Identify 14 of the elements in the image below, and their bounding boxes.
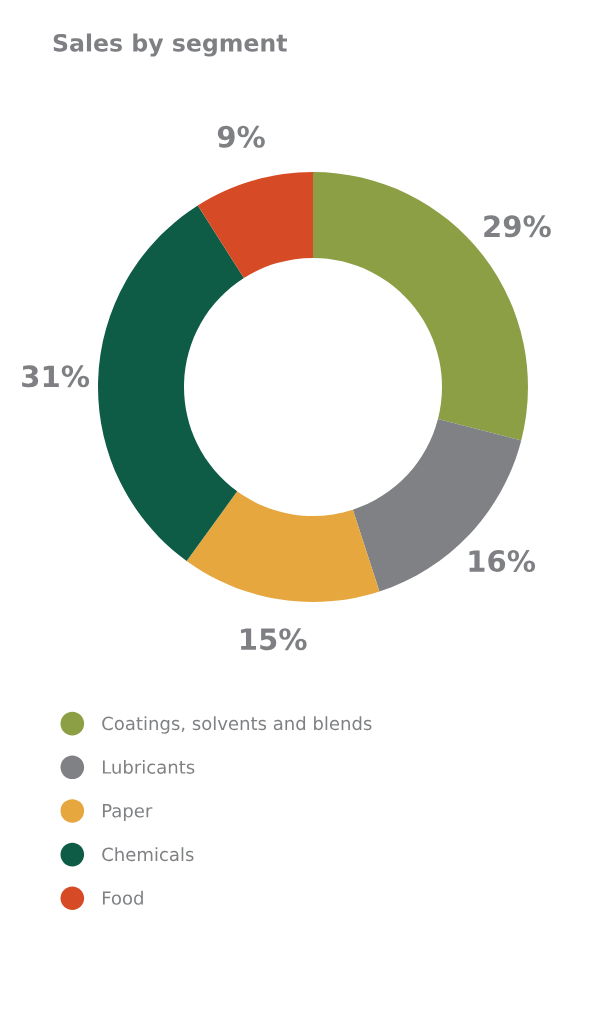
donut-slice [98,205,244,561]
data-label: 31% [22,365,90,388]
chart-title: Sales by segment [53,33,287,57]
data-label: 16% [469,550,536,573]
donut-slice [197,172,313,279]
legend-label: Coatings, solvents and blends [102,716,372,734]
data-label: 15% [241,628,307,651]
data-label: 9% [217,125,265,148]
donut-slice [186,491,380,602]
legend-label: Chemicals [102,847,194,862]
data-label: 29% [484,215,551,238]
legend-label: Lubricants [102,759,195,774]
legend-label: Paper [102,804,153,822]
legend-label: Food [102,890,143,905]
